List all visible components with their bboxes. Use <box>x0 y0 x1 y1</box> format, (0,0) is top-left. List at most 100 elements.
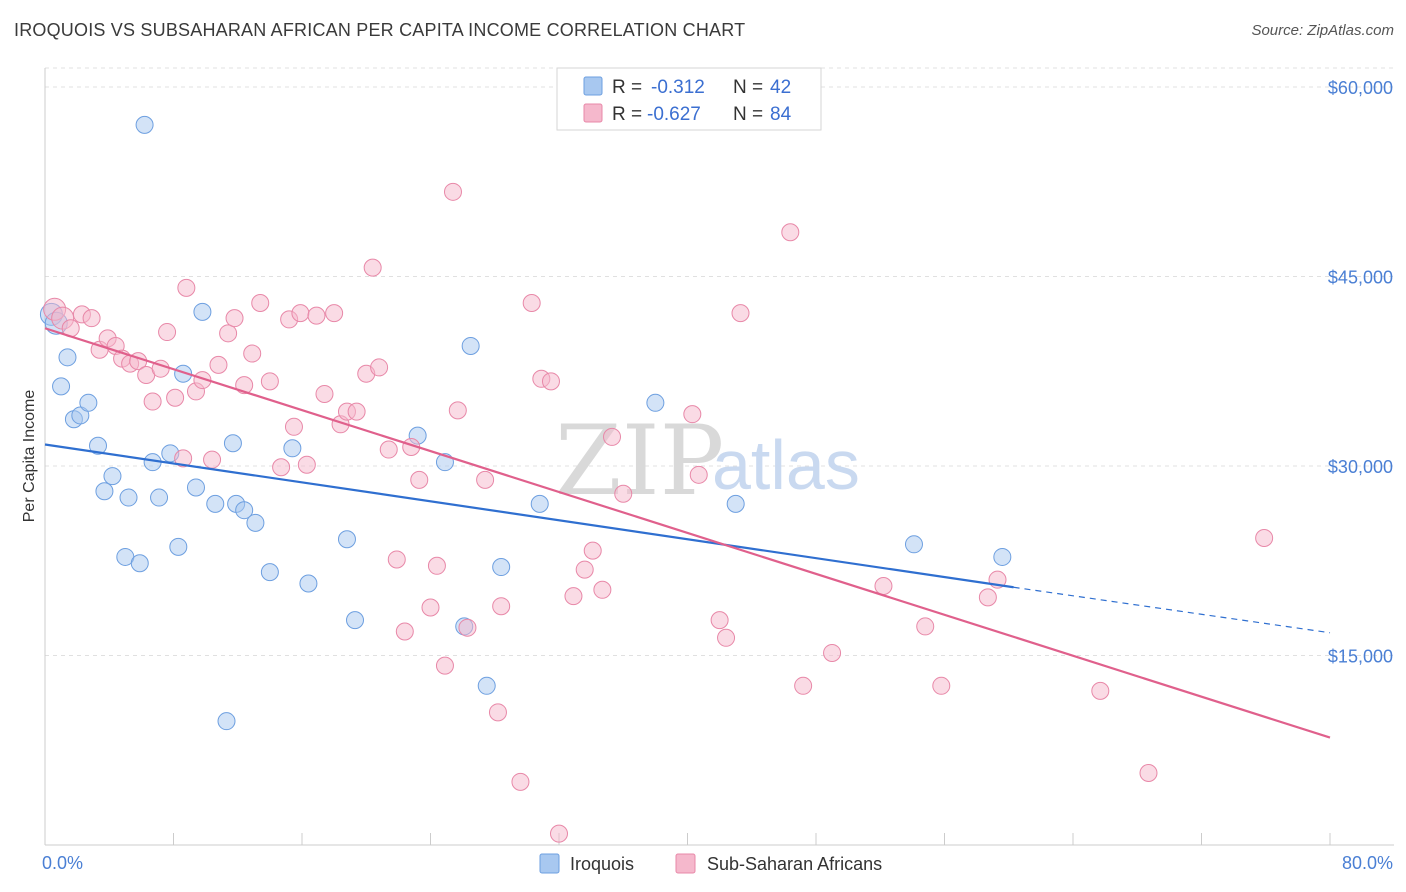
subsaharan-point <box>511 772 530 791</box>
iroquois-point <box>299 574 318 593</box>
iroquois-point <box>103 467 122 486</box>
subsaharan-point <box>315 384 334 403</box>
subsaharan-point <box>421 598 440 617</box>
subsaharan-point <box>781 223 800 242</box>
subsaharan-point <box>1139 763 1158 782</box>
iroquois-point <box>646 393 665 412</box>
y-tick-labels: $15,000 $30,000 $45,000 $60,000 <box>1328 78 1393 667</box>
subsaharan-point <box>260 372 279 391</box>
subsaharan-point <box>603 427 622 446</box>
subsaharan-point <box>541 372 560 391</box>
y-tick-label: $15,000 <box>1328 646 1393 666</box>
subsaharan-point <box>174 449 193 468</box>
data-points <box>39 115 1274 843</box>
series-legend: Iroquois Sub-Saharan Africans <box>539 853 882 874</box>
subsaharan-point <box>583 541 602 560</box>
iroquois-point <box>477 676 496 695</box>
iroquois-point <box>492 558 511 577</box>
subsaharan-point <box>916 617 935 636</box>
subsaharan-point <box>325 304 344 323</box>
iroquois-point <box>223 434 242 453</box>
bottom-legend-swatch-iroquois <box>539 853 560 874</box>
subsaharan-point <box>710 611 729 630</box>
subsaharan-point <box>243 344 262 363</box>
iroquois-point <box>174 364 193 383</box>
subsaharan-point <box>225 309 244 328</box>
iroquois-point <box>260 563 279 582</box>
iroquois-point <box>89 436 108 455</box>
subsaharan-point <box>794 676 813 695</box>
subsaharan-point <box>82 309 101 328</box>
subsaharan-point <box>575 560 594 579</box>
iroquois-point <box>130 554 149 573</box>
bottom-legend-label-iroquois: Iroquois <box>570 854 634 874</box>
iroquois-point <box>58 348 77 367</box>
subsaharan-point <box>443 182 462 201</box>
iroquois-point <box>993 547 1012 566</box>
subsaharan-point <box>614 484 633 503</box>
subsaharan-point <box>448 401 467 420</box>
iroquois-point <box>235 501 254 520</box>
iroquois-point <box>135 115 154 134</box>
subsaharan-point <box>427 556 446 575</box>
subsaharan-point <box>874 577 893 595</box>
subsaharan-point <box>272 458 291 477</box>
subsaharan-point <box>219 324 238 343</box>
subsaharan-point <box>1255 528 1274 547</box>
subsaharan-point <box>492 597 511 616</box>
subsaharan-point <box>683 405 702 424</box>
subsaharan-point <box>932 676 951 695</box>
y-tick-label: $30,000 <box>1328 457 1393 477</box>
iroquois-point <box>79 393 98 412</box>
legend-n-value-1: 42 <box>770 77 791 98</box>
y-tick-label: $60,000 <box>1328 78 1393 98</box>
iroquois-point <box>726 494 745 513</box>
legend-swatch-iroquois <box>583 76 603 96</box>
y-axis-label: Per Capita Income <box>21 390 38 523</box>
subsaharan-point <box>363 258 382 277</box>
iroquois-point <box>217 712 236 731</box>
legend-r-value-1: -0.312 <box>651 77 705 98</box>
subsaharan-point <box>370 358 389 377</box>
legend-n-label-1: N = <box>733 77 763 98</box>
iroquois-point <box>904 535 923 554</box>
subsaharan-point <box>488 703 507 722</box>
iroquois-point <box>246 513 265 532</box>
subsaharan-point <box>1091 681 1110 700</box>
watermark-zip: ZIP <box>555 405 724 517</box>
source-credit: Source: ZipAtlas.com <box>1251 22 1394 39</box>
subsaharan-point <box>978 588 997 607</box>
legend-r-label-2: R = <box>612 104 642 125</box>
subsaharan-point <box>347 402 366 421</box>
subsaharan-point <box>395 622 414 641</box>
stats-legend: R = -0.312 N = 42 R = -0.627 N = 84 <box>556 67 822 131</box>
subsaharan-point <box>307 306 326 325</box>
iroquois-point <box>461 336 480 355</box>
subsaharan-point <box>593 580 612 599</box>
subsaharan-point <box>689 465 708 484</box>
iroquois-point <box>71 406 90 425</box>
subsaharan-point <box>158 323 177 342</box>
subsaharan-point <box>387 550 406 569</box>
grid-lines <box>45 67 1394 656</box>
subsaharan-point <box>166 388 185 407</box>
legend-r-value-2: -0.627 <box>647 104 701 125</box>
subsaharan-point <box>284 417 303 436</box>
subsaharan-point <box>476 470 495 489</box>
chart-title: IROQUOIS VS SUBSAHARAN AFRICAN PER CAPIT… <box>14 20 746 40</box>
subsaharan-point <box>564 587 583 606</box>
trend-lines <box>44 327 1331 739</box>
iroquois-point <box>530 494 549 513</box>
iroquois-point <box>206 494 225 513</box>
iroquois-point <box>337 530 356 549</box>
iroquois-trend-extension <box>1013 586 1331 634</box>
subsaharan-point <box>203 450 222 469</box>
iroquois-trend-line <box>44 443 1014 589</box>
subsaharan-point <box>522 293 541 312</box>
iroquois-point <box>150 488 169 507</box>
subsaharan-point <box>550 824 568 843</box>
subsaharan-point <box>435 656 454 675</box>
iroquois-point <box>193 302 212 321</box>
subsaharan-point <box>251 293 270 312</box>
